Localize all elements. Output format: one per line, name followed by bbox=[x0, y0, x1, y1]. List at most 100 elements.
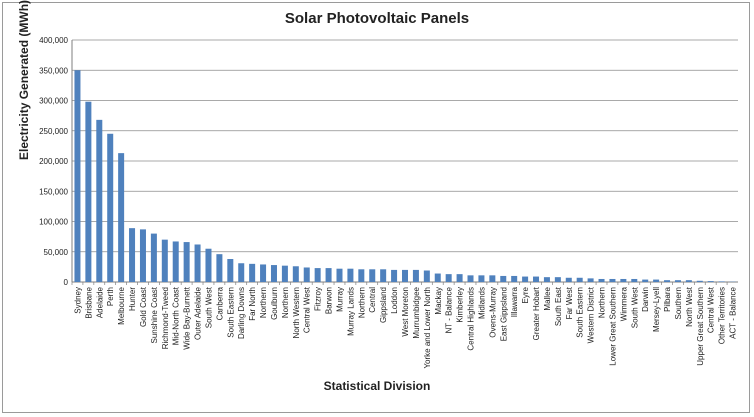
bar bbox=[96, 119, 103, 282]
bar bbox=[500, 275, 507, 282]
x-tick-label: ACT - Balance bbox=[729, 286, 738, 338]
bar bbox=[664, 280, 671, 282]
x-tick-label: Kimberley bbox=[456, 287, 465, 323]
bar bbox=[522, 276, 529, 282]
x-tick-label: North West bbox=[685, 286, 694, 327]
x-tick-label: Mallee bbox=[543, 286, 552, 310]
bar bbox=[533, 276, 540, 282]
x-tick-label: Outer Adelaide bbox=[194, 286, 203, 339]
bar bbox=[576, 277, 583, 282]
bar bbox=[118, 153, 125, 282]
bar bbox=[150, 233, 157, 282]
bar bbox=[205, 248, 212, 282]
bar bbox=[467, 275, 474, 282]
x-tick-label: South West bbox=[204, 286, 213, 328]
x-tick-label: Canberra bbox=[215, 286, 224, 320]
bar bbox=[434, 273, 441, 282]
bar bbox=[314, 268, 321, 282]
bar bbox=[292, 266, 299, 282]
bar bbox=[718, 281, 725, 282]
bar bbox=[369, 269, 376, 282]
x-tick-label: Perth bbox=[106, 287, 115, 306]
x-tick-label: Other Territories bbox=[718, 287, 727, 344]
y-tick-label: 200,000 bbox=[39, 157, 68, 166]
bar bbox=[249, 263, 256, 282]
x-tick-label: Upper Great Southern bbox=[696, 287, 705, 366]
x-tick-label: Northern bbox=[598, 287, 607, 318]
x-tick-label: Darling Downs bbox=[237, 287, 246, 339]
x-tick-label: Eyre bbox=[521, 286, 530, 303]
y-tick-label: 100,000 bbox=[39, 218, 68, 227]
x-tick-label: South West bbox=[630, 286, 639, 328]
bar bbox=[685, 280, 692, 282]
bar bbox=[631, 278, 638, 282]
x-tick-label: East Gippsland bbox=[499, 287, 508, 341]
x-tick-label: Far West bbox=[565, 286, 574, 319]
x-tick-label: Mersey-Lyell bbox=[652, 287, 661, 332]
bar bbox=[325, 268, 332, 282]
bar bbox=[456, 274, 463, 282]
x-tick-label: Ovens-Murray bbox=[488, 287, 497, 338]
x-tick-label: Illawarra bbox=[510, 286, 519, 317]
x-tick-label: Richmond-Tweed bbox=[161, 287, 170, 349]
bar bbox=[478, 275, 485, 282]
y-tick-label: 50,000 bbox=[44, 248, 69, 257]
y-tick-label: 150,000 bbox=[39, 187, 68, 196]
bar bbox=[380, 269, 387, 282]
bar bbox=[620, 278, 627, 282]
bar bbox=[401, 269, 409, 282]
x-tick-label: Far North bbox=[248, 287, 257, 321]
x-tick-label: Hunter bbox=[128, 287, 137, 311]
x-tick-label: Adelaide bbox=[95, 286, 104, 318]
bar bbox=[347, 268, 354, 282]
x-tick-label: Brisbane bbox=[84, 286, 93, 318]
x-tick-label: Midlands bbox=[477, 287, 486, 319]
bar bbox=[696, 280, 703, 282]
x-tick-label: Northern bbox=[281, 287, 290, 318]
x-tick-label: Goulburn bbox=[270, 287, 279, 320]
x-tick-label: Fitzroy bbox=[314, 287, 323, 311]
y-tick-label: 0 bbox=[64, 278, 69, 287]
x-tick-label: Gold Coast bbox=[139, 286, 148, 327]
bar bbox=[598, 278, 605, 282]
x-tick-label: Central bbox=[368, 287, 377, 313]
bar bbox=[489, 275, 496, 282]
x-tick-label: Northern bbox=[357, 287, 366, 318]
bar bbox=[129, 228, 136, 282]
bar bbox=[303, 267, 310, 282]
x-tick-label: Lower Great Southern bbox=[608, 287, 617, 366]
bar bbox=[183, 242, 190, 282]
bar bbox=[227, 259, 234, 282]
bar bbox=[554, 277, 561, 282]
y-tick-label: 400,000 bbox=[39, 36, 68, 45]
x-tick-label: Sydney bbox=[73, 287, 82, 314]
x-tick-label: Murray bbox=[335, 287, 344, 312]
x-tick-label: Murray Lands bbox=[346, 287, 355, 336]
bar bbox=[161, 239, 168, 282]
x-tick-label: Murrumbidgee bbox=[412, 286, 421, 338]
x-tick-label: North Western bbox=[292, 287, 301, 338]
x-tick-label: Pilbara bbox=[663, 286, 672, 311]
x-tick-label: Sunshine Coast bbox=[150, 286, 159, 343]
bar bbox=[445, 274, 452, 282]
bar bbox=[74, 70, 81, 282]
x-tick-label: Mackay bbox=[434, 287, 443, 315]
bar bbox=[587, 278, 594, 282]
bar bbox=[216, 254, 223, 282]
bar bbox=[511, 275, 518, 282]
bar bbox=[172, 241, 179, 282]
x-tick-label: NT - Balance bbox=[445, 286, 454, 333]
x-tick-label: Western District bbox=[587, 286, 596, 343]
bar bbox=[412, 269, 419, 282]
x-tick-label: South East bbox=[554, 286, 563, 326]
bar bbox=[260, 264, 267, 282]
x-tick-label: Gippsland bbox=[379, 287, 388, 323]
bar bbox=[238, 263, 245, 282]
x-tick-label: Greater Hobart bbox=[532, 286, 541, 340]
x-tick-label: South Eastern bbox=[226, 287, 235, 338]
x-tick-label: Central West bbox=[707, 286, 716, 333]
y-tick-label: 250,000 bbox=[39, 127, 68, 136]
x-tick-label: West Moreton bbox=[401, 287, 410, 337]
x-tick-label: South Eastern bbox=[576, 287, 585, 338]
